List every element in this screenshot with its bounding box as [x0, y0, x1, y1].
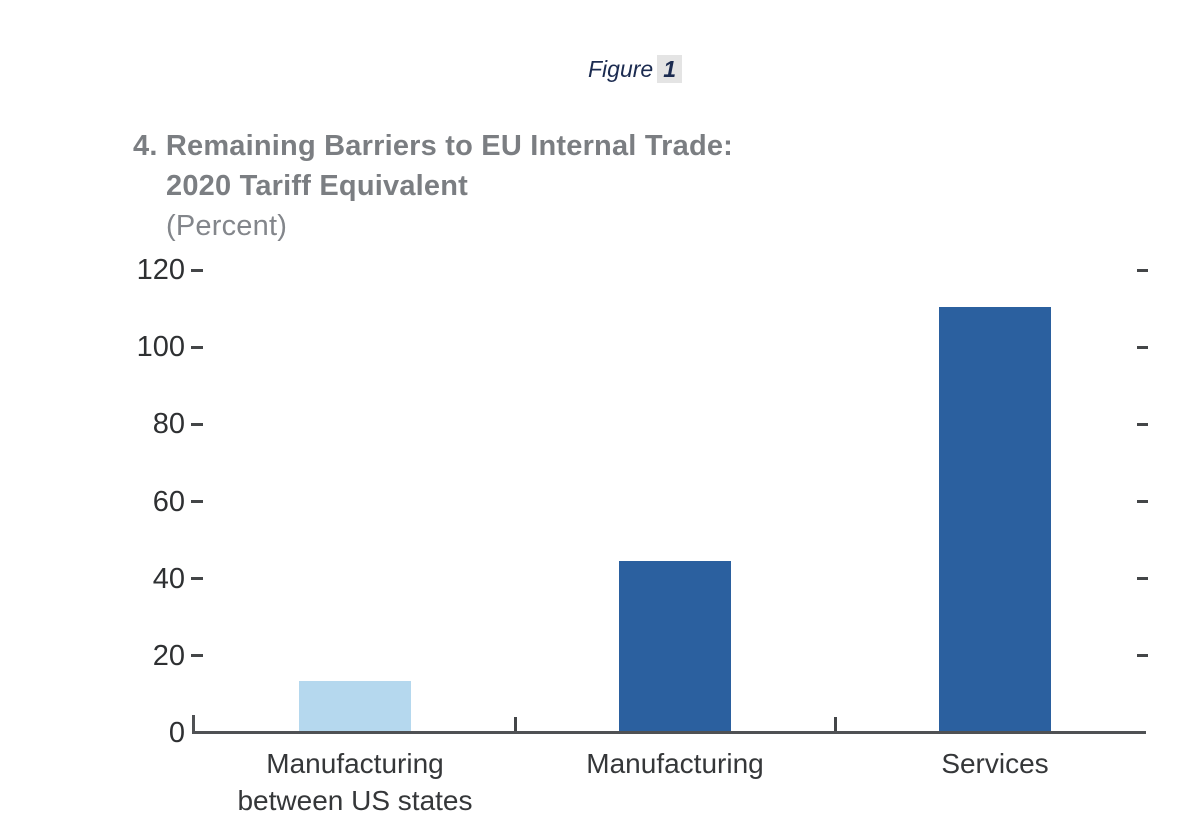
y-axis-tick-label: 120 [136, 254, 185, 286]
y-axis-tick-mark-right [1137, 577, 1148, 581]
bar-services [939, 306, 1051, 731]
figure-heading-prefix: Figure [588, 56, 654, 82]
bar-manufacturing [619, 561, 731, 731]
y-axis-tick-mark-left [191, 345, 203, 349]
y-axis-tick-mark-right [1137, 500, 1148, 503]
y-axis-tick-mark-right [1137, 268, 1148, 272]
x-axis-category-divider-tick [513, 717, 517, 731]
y-axis-tick-mark-right [1137, 654, 1148, 658]
x-axis-category-label: Services [941, 748, 1049, 779]
y-axis-tick-mark-right [1137, 345, 1148, 349]
y-axis-tick-label: 40 [152, 562, 185, 595]
y-axis-tick-mark-right [1137, 422, 1148, 426]
chart-title-line1: 4. Remaining Barriers to EU Internal Tra… [133, 130, 734, 162]
figure-heading-number: 1 [657, 55, 682, 83]
chart-subtitle-units: (Percent) [166, 210, 288, 242]
x-axis-category-label: Manufacturing [586, 748, 764, 779]
x-axis-category-label: Manufacturing between US states [237, 748, 473, 816]
y-axis-tick-mark-left [191, 500, 203, 503]
figure-heading: Figure 1 [36, 55, 1198, 83]
y-axis-tick-label: 0 [168, 717, 185, 749]
y-axis-tick-mark-left [191, 654, 203, 658]
y-axis-tick-label: 80 [152, 408, 185, 441]
y-axis-tick-label: 20 [152, 639, 185, 672]
y-axis-tick-mark-left [191, 577, 203, 581]
x-axis-line [192, 731, 1146, 734]
chart-title-block: 4. Remaining Barriers to EU Internal Tra… [133, 126, 733, 246]
y-axis-tick-label: 100 [136, 331, 185, 364]
y-axis-tick-label: 60 [152, 485, 185, 518]
bar-manufacturing [299, 680, 411, 731]
y-axis-zero-corner-stub [192, 715, 195, 731]
y-axis-tick-mark-left [191, 422, 203, 426]
y-axis-tick-mark-left [191, 268, 203, 272]
chart-title-line2: 2020 Tariff Equivalent [166, 170, 469, 202]
x-axis-category-divider-tick [833, 717, 837, 731]
